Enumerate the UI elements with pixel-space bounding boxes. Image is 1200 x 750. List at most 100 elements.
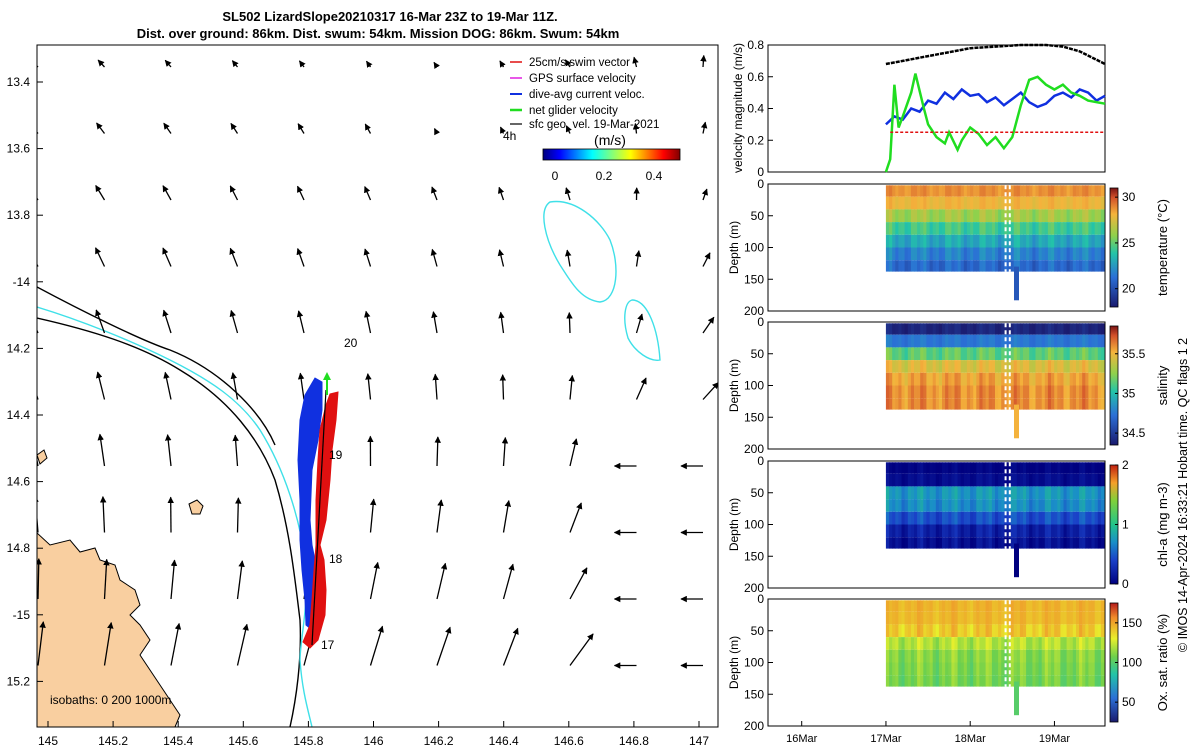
oxygen-cell <box>970 662 974 676</box>
salinity-cell <box>923 323 927 335</box>
salinity-cell <box>960 334 965 348</box>
surface-velocity-arrow <box>497 186 505 201</box>
temperature-cell <box>1082 247 1086 261</box>
salinity-cell <box>923 334 927 348</box>
chla-deep-profile <box>1014 543 1019 578</box>
chla-cell <box>957 486 962 500</box>
salinity-cell <box>1010 372 1015 386</box>
chla-cell <box>938 473 943 487</box>
salinity-cell <box>910 347 915 361</box>
salinity-cell <box>932 360 937 373</box>
salinity-cell <box>1016 323 1021 335</box>
salinity-cell <box>1029 398 1033 410</box>
temperature-cell <box>917 209 921 223</box>
oxygen-cell <box>898 624 903 638</box>
temperature-cell <box>991 222 996 235</box>
chla-cell <box>1029 537 1033 549</box>
chla-cell <box>889 499 893 512</box>
chla-cell <box>1047 462 1052 474</box>
temperature-cell <box>985 196 990 210</box>
chla-cell <box>991 511 996 525</box>
salinity-cell <box>1085 372 1089 386</box>
oxygen-cell <box>1016 675 1021 687</box>
temperature-cell <box>889 222 893 235</box>
chla-cell <box>901 524 906 538</box>
surface-velocity-arrow <box>95 184 106 201</box>
chla-cell <box>1069 511 1074 525</box>
oxygen-cell <box>1001 637 1005 650</box>
temperature-cell <box>885 185 890 197</box>
chla-cell <box>892 537 896 549</box>
temperature-cell <box>1072 196 1077 210</box>
salinity-cell <box>898 372 903 386</box>
temperature-cell <box>889 209 893 223</box>
oxygen-cell <box>1079 600 1083 612</box>
surface-velocity-arrow <box>702 252 711 267</box>
oxygen-cell <box>998 649 1002 663</box>
salinity-cell <box>1013 360 1018 373</box>
oxygen-cell <box>1054 637 1058 650</box>
day-label: 19 <box>329 448 343 462</box>
temperature-cell <box>917 222 921 235</box>
oxygen-cell <box>889 649 893 663</box>
oxygen-cell <box>1001 662 1005 676</box>
oxygen-cell <box>904 649 909 663</box>
oxygen-cell <box>1100 675 1105 687</box>
salinity-cell <box>1097 334 1102 348</box>
temperature-cell <box>895 234 899 248</box>
oxygen-cell <box>1060 600 1065 612</box>
temperature-cell <box>920 234 924 248</box>
salinity-cell <box>889 334 893 348</box>
chla-cell <box>1029 462 1033 474</box>
surface-velocity-arrow <box>499 126 506 134</box>
oxygen-cell <box>982 675 987 687</box>
salinity-cell <box>1047 385 1052 399</box>
salinity-cell <box>979 323 984 335</box>
salinity-cell <box>970 323 974 335</box>
oxygen-cell <box>960 600 965 612</box>
salinity-cell <box>901 323 906 335</box>
salinity-cell <box>917 347 921 361</box>
oxygen-cell <box>1063 675 1068 687</box>
surface-velocity-arrow <box>364 186 372 201</box>
oxygen-cell <box>1069 611 1074 625</box>
oxygen-cell <box>1066 624 1071 638</box>
surface-velocity-arrow <box>164 59 172 68</box>
salinity-colorbar-tick-label: 34.5 <box>1122 426 1146 440</box>
oxygen-cell <box>938 662 943 676</box>
map-x-tick-label: 145.4 <box>163 734 193 748</box>
oxygen-cell <box>1085 624 1089 638</box>
temperature-cell <box>951 196 956 210</box>
temperature-cell <box>1097 247 1102 261</box>
oxygen-cell <box>932 675 937 687</box>
salinity-cell <box>889 385 893 399</box>
chla-cell <box>1066 473 1071 487</box>
salinity-cell <box>892 360 896 373</box>
oxygen-cell <box>1023 600 1027 612</box>
surface-velocity-arrow <box>234 497 242 533</box>
temperature-cell <box>895 185 899 197</box>
chla-cell <box>926 537 931 549</box>
salinity-y-tick-label: 0 <box>757 315 764 329</box>
chla-cell <box>945 462 949 474</box>
chla-cell <box>910 537 915 549</box>
salinity-cell <box>1019 360 1024 373</box>
temperature-cell <box>926 196 931 210</box>
surface-velocity-arrow <box>569 633 594 666</box>
oxygen-cell <box>982 624 987 638</box>
chla-cell <box>1023 537 1027 549</box>
oxygen-cell <box>1066 675 1071 687</box>
oxygen-colorbar-tick-label: 150 <box>1122 616 1142 630</box>
temperature-cell <box>960 185 965 197</box>
chla-colorbar-tick-label: 1 <box>1122 518 1129 532</box>
salinity-cell <box>1097 385 1102 399</box>
temperature-cell <box>1063 260 1068 272</box>
temperature-cell <box>935 222 940 235</box>
temperature-cell <box>1060 209 1065 223</box>
day-label: 20 <box>344 336 358 350</box>
salinity-cell <box>1047 347 1052 361</box>
temperature-cell <box>963 260 968 272</box>
salinity-cell <box>1041 334 1046 348</box>
